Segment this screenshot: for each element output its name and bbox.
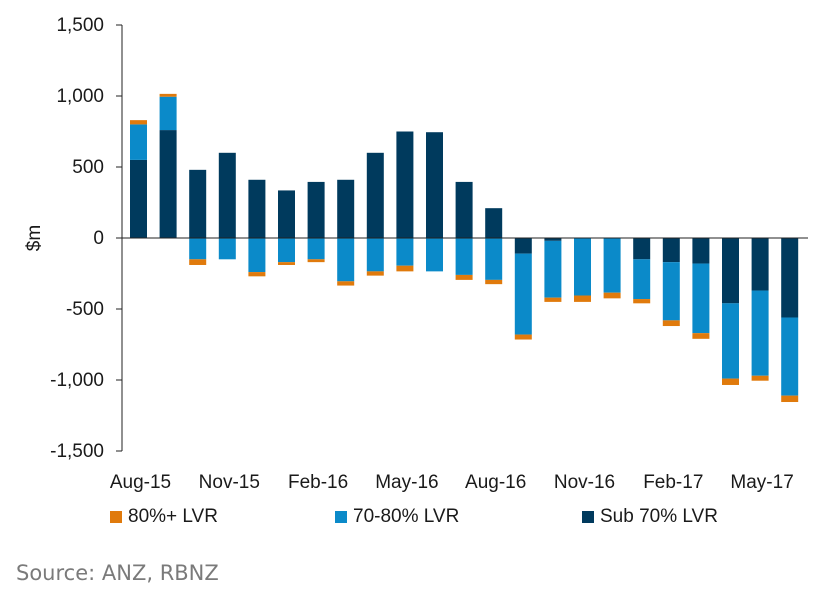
y-tick-label: -1,500 [50, 441, 104, 462]
x-tick-label: May-17 [730, 472, 793, 493]
y-ticks: 1,500 1,000 500 0 -500 -1,000 -1,500 [50, 15, 122, 462]
bar-segment-70-80 [218, 238, 236, 260]
bar-segment-sub70 [514, 238, 532, 254]
bar-segment-70-80 [366, 238, 384, 272]
bar-segment-80plus [366, 271, 384, 276]
bar-segment-80plus [781, 395, 799, 403]
y-tick-label: 500 [72, 157, 104, 178]
bar-segment-70-80 [248, 238, 266, 273]
legend-item-sub-70: Sub 70% LVR [582, 506, 718, 528]
bar-segment-70-80 [396, 238, 414, 266]
legend-swatch-sub-70 [582, 511, 594, 523]
bar-segment-70-80 [189, 238, 207, 260]
x-ticks: Aug-15 Nov-15 Feb-16 May-16 Aug-16 Nov-16 Feb-… [110, 472, 794, 493]
bar-segment-70-80 [514, 253, 532, 335]
bar-segment-80plus [514, 334, 532, 340]
bar-segment-70-80 [337, 238, 355, 282]
bar-segment-70-80 [307, 238, 325, 260]
bar-segment-sub70 [751, 238, 769, 291]
bars-layer [130, 93, 799, 403]
x-tick-label: Aug-15 [110, 472, 171, 493]
x-tick-label: May-16 [375, 472, 438, 493]
legend-item-80-plus: 80%+ LVR [110, 506, 218, 528]
legend-swatch-70-80 [335, 511, 347, 523]
bar-segment-80plus [574, 295, 591, 302]
bar-segment-70-80 [159, 96, 177, 131]
y-axis-label: $m [24, 225, 45, 251]
legend-label-sub-70: Sub 70% LVR [600, 506, 718, 527]
bar-segment-70-80 [278, 238, 295, 263]
legend-label-70-80: 70-80% LVR [353, 506, 460, 527]
bar-segment-70-80 [426, 238, 443, 272]
bar-segment-70-80 [544, 240, 562, 298]
bar-segment-80plus [307, 259, 325, 263]
bar-segment-sub70 [781, 238, 799, 318]
bar-segment-70-80 [692, 263, 710, 334]
y-tick-label: -500 [66, 299, 104, 320]
bar-segment-sub70 [485, 208, 503, 238]
bar-segment-sub70 [662, 238, 680, 263]
legend-swatch-80-plus [110, 511, 122, 523]
bar-segment-80plus [662, 320, 680, 327]
bar-segment-80plus [130, 120, 147, 125]
bar-segment-80plus [751, 375, 769, 381]
x-tick-label: Nov-15 [199, 472, 260, 493]
lvr-stacked-bar-chart: 1,500 1,000 500 0 -500 -1,000 -1,500 Aug-15 Nov… [24, 15, 808, 493]
bar-segment-70-80 [455, 238, 473, 275]
bar-segment-80plus [278, 262, 295, 265]
bar-segment-sub70 [278, 190, 295, 238]
y-tick-label: 1,500 [56, 15, 104, 36]
x-tick-label: Feb-17 [643, 472, 703, 493]
y-tick-label: 1,000 [56, 86, 104, 107]
bar-segment-80plus [455, 274, 473, 280]
bar-segment-80plus [248, 272, 266, 277]
bar-segment-80plus [189, 259, 207, 265]
bar-segment-sub70 [426, 132, 443, 238]
bar-segment-70-80 [662, 262, 680, 321]
legend-item-70-80: 70-80% LVR [335, 506, 459, 528]
bar-segment-70-80 [781, 317, 799, 396]
bar-segment-sub70 [544, 238, 562, 241]
bar-segment-sub70 [633, 238, 651, 260]
y-tick-label: 0 [93, 228, 104, 249]
bar-segment-sub70 [337, 179, 355, 238]
bar-segment-80plus [159, 93, 177, 97]
bar-segment-80plus [633, 299, 651, 304]
y-tick-label: -1,000 [50, 370, 104, 391]
bar-segment-80plus [603, 292, 621, 299]
bar-segment-70-80 [603, 238, 621, 293]
source-note: Source: ANZ, RBNZ [16, 561, 219, 585]
legend: 80%+ LVR 70-80% LVR Sub 70% LVR [0, 506, 832, 536]
bar-segment-sub70 [307, 181, 325, 238]
legend-label-80-plus: 80%+ LVR [128, 506, 218, 527]
x-tick-label: Aug-16 [465, 472, 526, 493]
bar-segment-80plus [396, 265, 414, 272]
bar-segment-sub70 [218, 152, 236, 238]
bar-segment-80plus [337, 281, 355, 286]
bar-segment-70-80 [574, 238, 591, 296]
bar-segment-sub70 [130, 159, 147, 238]
bar-segment-80plus [544, 297, 562, 302]
bar-segment-sub70 [722, 238, 739, 304]
bar-segment-sub70 [692, 238, 710, 264]
bar-segment-80plus [722, 378, 739, 385]
bar-segment-80plus [692, 333, 710, 339]
bar-segment-sub70 [455, 181, 473, 238]
bar-segment-70-80 [633, 259, 651, 300]
bar-segment-80plus [485, 279, 503, 285]
bar-segment-70-80 [485, 238, 503, 280]
bar-segment-70-80 [722, 303, 739, 379]
bar-segment-sub70 [159, 130, 177, 238]
x-tick-label: Feb-16 [288, 472, 348, 493]
x-tick-label: Nov-16 [554, 472, 615, 493]
bar-segment-70-80 [751, 290, 769, 376]
bar-segment-sub70 [248, 179, 266, 238]
bar-segment-sub70 [396, 131, 414, 238]
bar-segment-sub70 [366, 152, 384, 238]
bar-segment-sub70 [189, 169, 207, 238]
bar-segment-70-80 [130, 124, 147, 160]
